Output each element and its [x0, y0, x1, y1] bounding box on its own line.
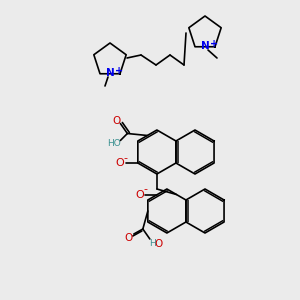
Text: O: O [135, 190, 144, 200]
Text: -: - [143, 184, 147, 194]
Text: -: - [124, 153, 128, 163]
Text: +: + [115, 66, 123, 76]
Text: N: N [106, 68, 114, 78]
Text: H: H [149, 239, 156, 248]
Text: +: + [210, 39, 218, 49]
Text: HO: HO [107, 139, 121, 148]
Text: O: O [125, 233, 133, 243]
Text: O: O [155, 239, 163, 249]
Text: N: N [201, 41, 209, 51]
Text: O: O [116, 158, 124, 168]
Text: O: O [112, 116, 121, 127]
